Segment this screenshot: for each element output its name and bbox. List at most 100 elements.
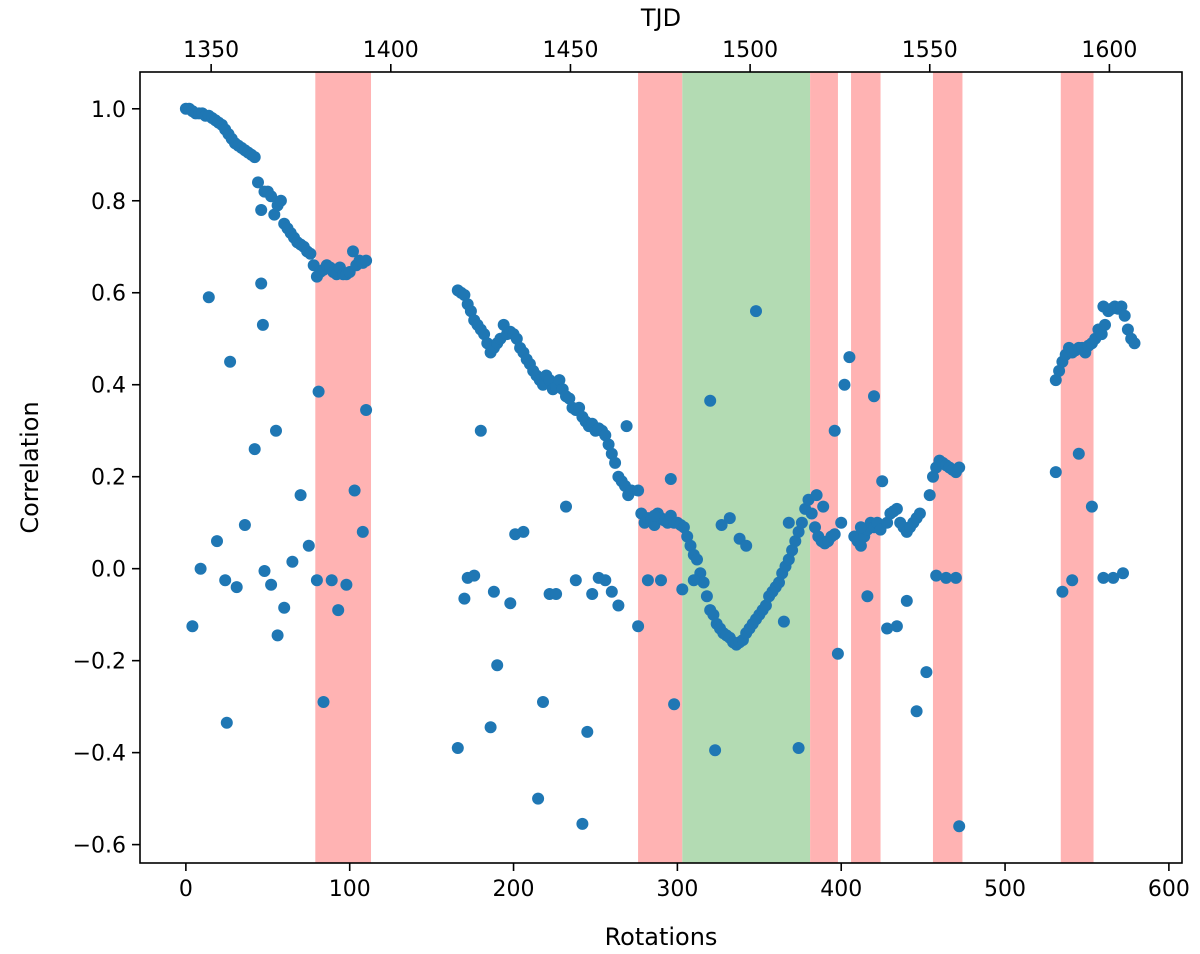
data-point [1049,374,1062,387]
x-axis-title: Rotations [605,923,718,951]
data-point [220,716,233,729]
data-point [1085,500,1098,513]
data-point [890,620,903,633]
y-tick-label: 0.0 [91,558,126,583]
data-point [691,553,703,566]
data-point [949,571,962,584]
x-tick-label: 600 [1148,877,1190,902]
data-point [202,291,215,304]
data-point [697,576,710,589]
data-point [709,744,722,757]
data-point [274,194,287,207]
data-point [1097,300,1110,313]
data-point [648,509,661,522]
data-point [715,519,728,531]
data-point [560,500,572,513]
data-point [255,277,268,290]
data-point [609,456,622,469]
data-point [1056,585,1069,598]
data-point [927,470,939,483]
data-point [517,525,530,538]
data-point [655,574,667,587]
data-point [831,647,844,660]
data-point [256,318,269,331]
data-point [478,328,491,341]
top-tick-label: 1450 [542,38,598,63]
scatter-points [179,102,1141,833]
data-point [302,539,315,552]
data-point [563,392,576,405]
data-point [332,604,345,617]
data-point [953,820,966,833]
data-point [792,742,805,754]
data-point [923,489,936,502]
data-point [576,817,589,830]
data-point [569,574,582,587]
data-point [810,489,823,502]
y-tick-label: 1.0 [91,98,126,123]
data-point [681,530,694,543]
y-tick-label: −0.4 [73,742,126,767]
shaded-region-4 [810,72,838,863]
data-point [532,792,545,805]
data-point [219,574,232,587]
data-point [759,599,772,612]
top-tick-label: 1500 [722,38,778,63]
data-point [854,539,867,552]
data-point [828,528,841,541]
y-tick-label: 0.8 [91,190,126,215]
data-point [360,254,373,267]
y-tick-label: 0.2 [91,466,126,491]
data-point [605,447,618,460]
data-point [740,539,753,552]
data-point [186,620,199,633]
y-tick-label: −0.2 [73,650,126,675]
x-tick-label: 500 [984,877,1026,902]
data-point [868,390,880,403]
data-point [750,305,762,318]
data-point [258,565,271,577]
y-axis-ticks: −0.6 −0.4 −0.2 0.0 0.2 0.4 0.6 0.8 1.0 [73,98,140,859]
plot-frame [139,71,1183,864]
data-point [881,516,894,529]
data-point [641,574,654,587]
x-tick-label: 200 [493,877,535,902]
data-point [1118,309,1131,322]
data-point [286,555,299,568]
data-point [632,484,645,497]
data-point [458,289,471,301]
top-tick-label: 1600 [1081,38,1137,63]
data-point [451,742,464,754]
y-axis-title: Correlation [16,401,44,533]
data-point [1099,318,1111,331]
data-point [620,420,633,433]
data-point [704,394,717,407]
x-tick-label: 300 [656,877,698,902]
data-point [838,378,851,391]
data-point [913,507,926,520]
data-point [1066,574,1079,587]
y-tick-label: −0.6 [73,834,126,859]
data-point [238,519,251,531]
data-point [278,601,291,614]
data-point [920,666,933,679]
data-point [940,571,953,584]
data-point [252,176,264,189]
top-tick-label: 1550 [902,38,958,63]
data-point [843,351,856,364]
data-point [268,208,281,221]
data-point [347,245,359,258]
top-tick-label: 1350 [183,38,239,63]
data-point [573,401,586,414]
data-point [817,500,830,513]
data-point [211,535,223,548]
x-tick-label: 400 [820,877,862,902]
data-point [890,502,903,515]
y-tick-label: 0.6 [91,282,126,307]
top-axis-ticks: 1350 1400 1450 1500 1550 1600 [183,38,1137,72]
data-point [474,424,487,437]
x-tick-label: 0 [179,877,193,902]
data-point [310,574,323,587]
data-point [707,608,720,621]
